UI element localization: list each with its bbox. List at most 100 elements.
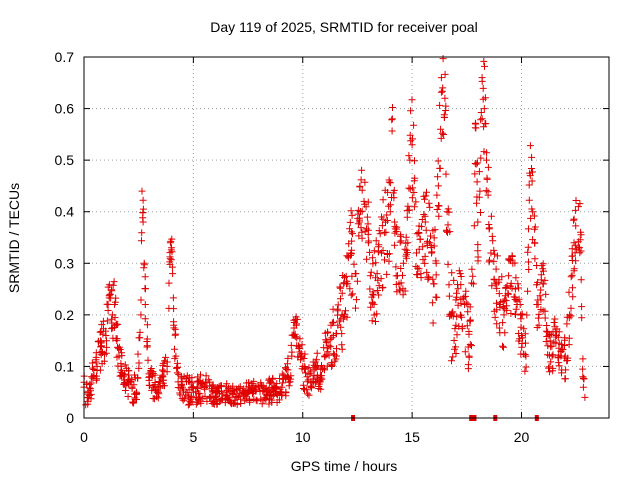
data-point: [260, 396, 268, 404]
data-point: [499, 319, 507, 327]
data-point: [135, 364, 143, 372]
data-point: [229, 382, 237, 390]
data-point: [492, 265, 500, 273]
data-point: [524, 243, 532, 251]
data-point: [433, 191, 441, 199]
data-point: [349, 290, 357, 298]
data-point: [372, 318, 379, 325]
data-point: [411, 157, 418, 165]
data-point: [484, 163, 492, 171]
data-point: [445, 281, 453, 289]
data-point: [392, 263, 400, 271]
data-point: [89, 374, 97, 382]
data-point: [196, 393, 204, 401]
data-point: [478, 115, 486, 123]
data-points: [80, 55, 589, 409]
data-point: [257, 381, 265, 389]
data-point: [454, 301, 462, 309]
data-point: [442, 102, 450, 110]
data-point: [520, 325, 528, 333]
data-point: [145, 373, 153, 381]
data-point: [383, 217, 391, 224]
data-point: [581, 393, 589, 401]
data-point: [383, 270, 391, 278]
data-point: [530, 212, 538, 220]
data-point: [177, 374, 185, 382]
data-point: [484, 191, 492, 199]
data-point: [353, 277, 361, 285]
data-point: [192, 400, 200, 408]
data-point: [439, 84, 447, 92]
data-point: [521, 367, 529, 375]
data-point: [541, 314, 549, 322]
data-point: [133, 390, 141, 397]
data-point: [273, 399, 281, 406]
data-point: [580, 375, 588, 383]
data-point: [522, 352, 530, 360]
data-point: [388, 116, 396, 124]
data-point: [379, 283, 387, 291]
data-point: [525, 181, 533, 189]
data-point: [526, 172, 534, 180]
data-point: [468, 279, 476, 287]
data-point: [296, 335, 304, 343]
data-point: [346, 218, 354, 226]
data-point: [463, 322, 471, 330]
data-point: [455, 267, 463, 275]
data-point: [141, 315, 149, 323]
data-point: [475, 168, 483, 176]
data-point: [577, 276, 585, 284]
data-point: [518, 340, 526, 347]
data-point: [448, 309, 456, 317]
data-point: [212, 392, 220, 400]
data-point: [358, 166, 366, 174]
data-point: [286, 378, 294, 386]
data-point: [183, 372, 191, 380]
data-point: [252, 396, 260, 404]
data-point: [90, 366, 98, 373]
data-point: [565, 288, 573, 296]
data-point: [437, 74, 445, 82]
data-point: [477, 209, 484, 216]
data-point: [540, 267, 547, 275]
data-point: [180, 373, 188, 381]
data-point: [300, 355, 308, 362]
data-point: [203, 379, 211, 387]
data-point: [308, 383, 315, 391]
data-point: [363, 213, 371, 221]
data-point: [474, 241, 482, 249]
data-point: [349, 230, 356, 238]
data-point: [377, 275, 385, 283]
data-point: [542, 290, 550, 298]
data-point: [579, 365, 587, 373]
data-point: [436, 164, 444, 172]
data-point: [462, 287, 470, 295]
data-point: [333, 345, 340, 353]
data-point: [526, 142, 534, 150]
data-point: [473, 199, 481, 207]
data-point: [537, 286, 545, 294]
x-tick-label: 0: [80, 429, 88, 445]
y-tick-label: 0.4: [55, 204, 75, 220]
data-point: [567, 273, 575, 281]
data-point: [468, 342, 475, 350]
data-point: [88, 359, 96, 367]
data-point: [356, 218, 364, 226]
data-point: [167, 256, 175, 264]
y-tick-label: 0.7: [55, 49, 75, 65]
data-point: [141, 301, 149, 308]
data-point: [125, 367, 132, 375]
data-point: [474, 257, 482, 265]
data-point: [464, 365, 472, 373]
data-point: [138, 237, 145, 245]
data-point: [307, 367, 315, 375]
data-point: [165, 279, 173, 287]
data-point: [449, 312, 457, 320]
data-point: [279, 379, 287, 387]
data-point: [137, 311, 145, 319]
data-point: [407, 107, 415, 115]
data-point: [134, 350, 142, 358]
y-tick-label: 0.6: [55, 101, 75, 117]
data-point: [408, 96, 416, 104]
chart-title: Day 119 of 2025, SRMTID for receiver poa…: [210, 19, 477, 35]
